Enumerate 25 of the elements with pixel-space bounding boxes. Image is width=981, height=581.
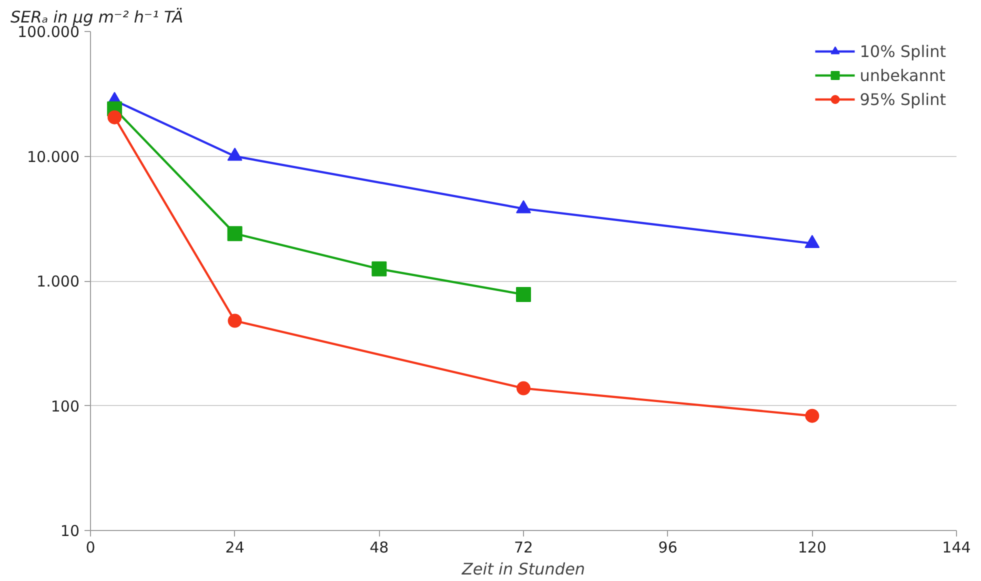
x-tick-label: 0	[86, 538, 96, 556]
x-tick-label: 72	[514, 538, 534, 556]
y-tick-label: 10	[60, 522, 80, 540]
x-tick-label: 144	[942, 538, 971, 556]
y-tick-label: 10.000	[27, 148, 80, 166]
point	[516, 381, 530, 396]
x-axis-title: Zeit in Stunden	[460, 560, 586, 578]
point	[516, 200, 531, 214]
y-axis-title: SERₐ in µg m⁻² h⁻¹ TÄ	[10, 8, 184, 26]
y-tick-label: 100	[50, 397, 80, 416]
point	[108, 110, 122, 124]
point	[372, 261, 387, 276]
point	[227, 148, 242, 161]
point	[227, 226, 242, 242]
point	[805, 408, 820, 423]
y-tick-label: 1.000	[36, 272, 80, 290]
x-tick-label: 48	[370, 538, 389, 556]
point	[516, 286, 531, 302]
legend-label: 10% Splint	[860, 42, 946, 60]
legend-label: 95% Splint	[860, 90, 946, 108]
point	[228, 314, 242, 328]
x-tick-label: 96	[658, 538, 678, 556]
x-tick-label: 120	[798, 538, 826, 556]
x-tick-label: 24	[225, 538, 244, 556]
legend-label: unbekannt	[860, 66, 946, 84]
